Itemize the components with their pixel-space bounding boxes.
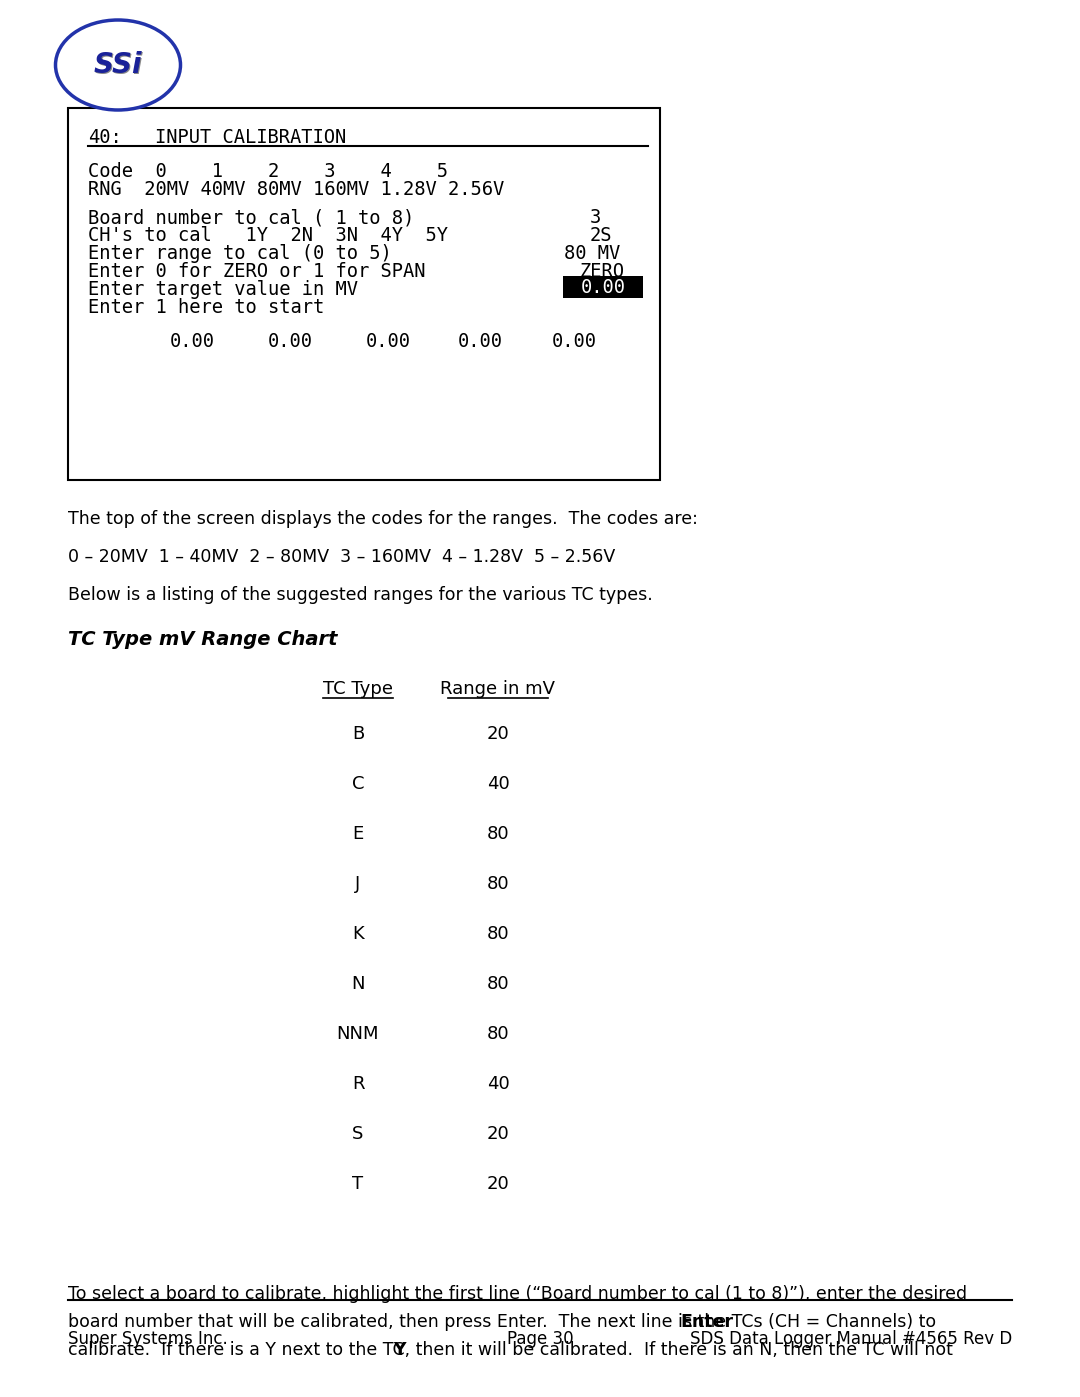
- Text: E: E: [352, 826, 364, 842]
- Text: ZERO: ZERO: [580, 263, 625, 281]
- Text: To select a board to calibrate, highlight the first line (“Board number to cal (: To select a board to calibrate, highligh…: [68, 1285, 967, 1303]
- Text: Below is a listing of the suggested ranges for the various TC types.: Below is a listing of the suggested rang…: [68, 585, 652, 604]
- Text: 80: 80: [487, 826, 510, 842]
- Text: N: N: [351, 975, 365, 993]
- Text: S: S: [352, 1125, 364, 1143]
- Text: Board number to cal ( 1 to 8): Board number to cal ( 1 to 8): [87, 208, 415, 226]
- Text: SSi: SSi: [94, 52, 143, 80]
- Text: Page 30: Page 30: [507, 1330, 573, 1348]
- Text: J: J: [355, 875, 361, 893]
- Text: R: R: [352, 1076, 364, 1092]
- Text: 20: 20: [487, 725, 510, 743]
- Text: TC Type mV Range Chart: TC Type mV Range Chart: [68, 630, 337, 650]
- Text: 80: 80: [487, 925, 510, 943]
- Text: 3: 3: [590, 208, 602, 226]
- Text: T: T: [352, 1175, 364, 1193]
- Ellipse shape: [55, 20, 180, 110]
- Text: 0.00: 0.00: [458, 332, 503, 351]
- Text: SDS Data Logger Manual #4565 Rev D: SDS Data Logger Manual #4565 Rev D: [690, 1330, 1012, 1348]
- Text: B: B: [352, 725, 364, 743]
- Text: 0.00: 0.00: [268, 332, 313, 351]
- Text: 0.00: 0.00: [170, 332, 215, 351]
- Text: 0 – 20MV  1 – 40MV  2 – 80MV  3 – 160MV  4 – 1.28V  5 – 2.56V: 0 – 20MV 1 – 40MV 2 – 80MV 3 – 160MV 4 –…: [68, 548, 616, 566]
- Text: Super Systems Inc.: Super Systems Inc.: [68, 1330, 228, 1348]
- Text: Enter: Enter: [680, 1313, 733, 1331]
- Bar: [68, 108, 660, 481]
- Text: SSi: SSi: [95, 52, 144, 80]
- Text: RNG  20MV 40MV 80MV 160MV 1.28V 2.56V: RNG 20MV 40MV 80MV 160MV 1.28V 2.56V: [87, 180, 504, 198]
- Text: Code  0    1    2    3    4    5: Code 0 1 2 3 4 5: [87, 162, 448, 182]
- Text: 40:: 40:: [87, 129, 122, 147]
- Text: calibrate.  If there is a Y next to the TC, then it will be calibrated.  If ther: calibrate. If there is a Y next to the T…: [68, 1341, 953, 1359]
- Text: 40: 40: [487, 775, 510, 793]
- Text: 0.00: 0.00: [581, 278, 625, 298]
- Text: TC Type: TC Type: [323, 680, 393, 698]
- Text: 40: 40: [487, 1076, 510, 1092]
- Text: 0.00: 0.00: [366, 332, 411, 351]
- Text: 2S: 2S: [590, 226, 612, 244]
- Text: Range in mV: Range in mV: [441, 680, 555, 698]
- Text: CH's to cal   1Y  2N  3N  4Y  5Y: CH's to cal 1Y 2N 3N 4Y 5Y: [87, 226, 448, 244]
- Text: 20: 20: [487, 1125, 510, 1143]
- Text: Enter 1 here to start: Enter 1 here to start: [87, 298, 324, 317]
- Text: Y: Y: [393, 1341, 405, 1359]
- Text: The top of the screen displays the codes for the ranges.  The codes are:: The top of the screen displays the codes…: [68, 510, 698, 528]
- Text: Enter 0 for ZERO or 1 for SPAN: Enter 0 for ZERO or 1 for SPAN: [87, 263, 426, 281]
- Text: 80: 80: [487, 1025, 510, 1044]
- Text: C: C: [352, 775, 364, 793]
- Text: K: K: [352, 925, 364, 943]
- Text: board number that will be calibrated, then press Enter.  The next line is the TC: board number that will be calibrated, th…: [68, 1313, 936, 1331]
- Text: 20: 20: [487, 1175, 510, 1193]
- Text: 0.00: 0.00: [552, 332, 597, 351]
- Text: INPUT CALIBRATION: INPUT CALIBRATION: [156, 129, 347, 147]
- Text: Enter range to cal (0 to 5): Enter range to cal (0 to 5): [87, 244, 392, 263]
- Text: 80: 80: [487, 975, 510, 993]
- Text: 80 MV: 80 MV: [564, 244, 620, 263]
- Text: NNM: NNM: [337, 1025, 379, 1044]
- Bar: [563, 277, 643, 298]
- Text: 80: 80: [487, 875, 510, 893]
- Text: Enter target value in MV: Enter target value in MV: [87, 279, 357, 299]
